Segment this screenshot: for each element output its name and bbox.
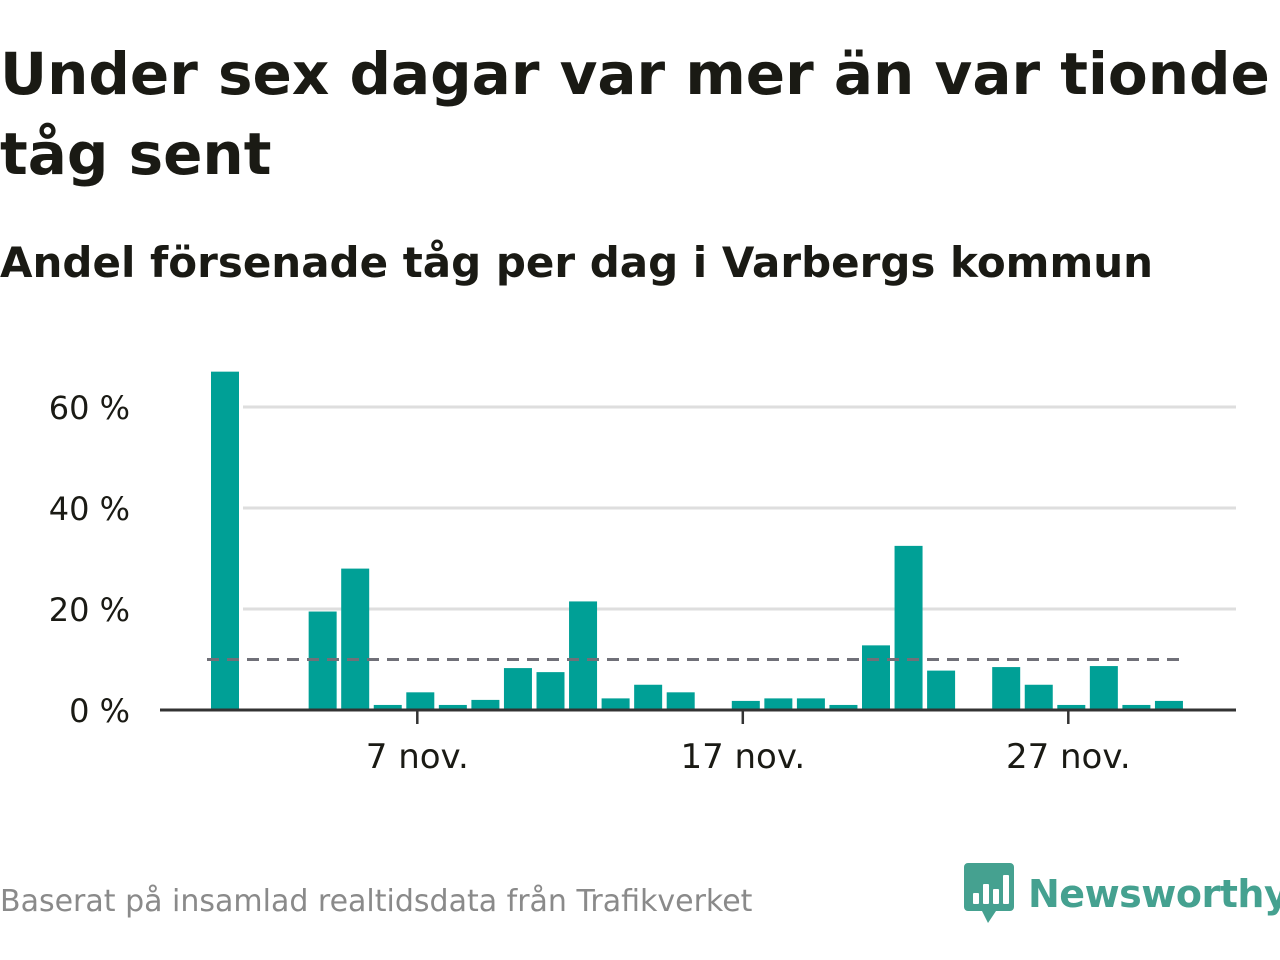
x-ticks: 7 nov. 17 nov. 27 nov. [366, 710, 1131, 777]
bar [1024, 684, 1053, 710]
bar-chart: 0 % 20 % 40 % 60 % 7 nov. 17 nov. 27 nov. [49, 371, 1236, 777]
bar [438, 704, 467, 710]
bar [341, 568, 370, 710]
y-tick-label: 40 % [49, 490, 130, 528]
bars [211, 371, 1183, 710]
bar [862, 645, 890, 710]
bar [1154, 700, 1183, 710]
y-tick-labels: 0 % 20 % 40 % 60 % [49, 389, 130, 730]
bar [569, 601, 598, 710]
bar [731, 700, 760, 710]
bar [666, 692, 695, 710]
bar [894, 545, 923, 710]
bar [764, 698, 793, 710]
bar [1089, 666, 1118, 710]
y-tick-label: 20 % [49, 591, 130, 629]
newsworthy-logo: Newsworthy [964, 862, 1280, 926]
bar [601, 698, 630, 710]
x-tick-label: 27 nov. [1006, 737, 1131, 777]
chart-title: Under sex dagar var mer än var tionde tå… [0, 40, 1270, 188]
y-tick-label: 60 % [49, 389, 130, 427]
bar [796, 698, 825, 710]
bar [373, 704, 402, 710]
bar [406, 692, 435, 710]
bar [536, 672, 565, 710]
chart-subtitle: Andel försenade tåg per dag i Varbergs k… [0, 238, 1154, 287]
bar [829, 704, 858, 710]
bar-chart-speech-bubble-icon [964, 863, 1014, 923]
source-note: Baserat på insamlad realtidsdata från Tr… [0, 884, 753, 919]
bar [503, 668, 532, 710]
gridlines [243, 405, 1236, 611]
bar [927, 670, 956, 710]
bar [211, 371, 239, 710]
x-tick-label: 17 nov. [680, 737, 805, 777]
bar [1057, 704, 1086, 710]
brand-name: Newsworthy [1028, 872, 1280, 916]
bar [471, 699, 500, 710]
bar [992, 667, 1021, 710]
bar [1122, 704, 1151, 710]
bar [634, 684, 663, 710]
x-tick-label: 7 nov. [366, 737, 469, 777]
y-tick-label: 0 % [69, 692, 130, 730]
